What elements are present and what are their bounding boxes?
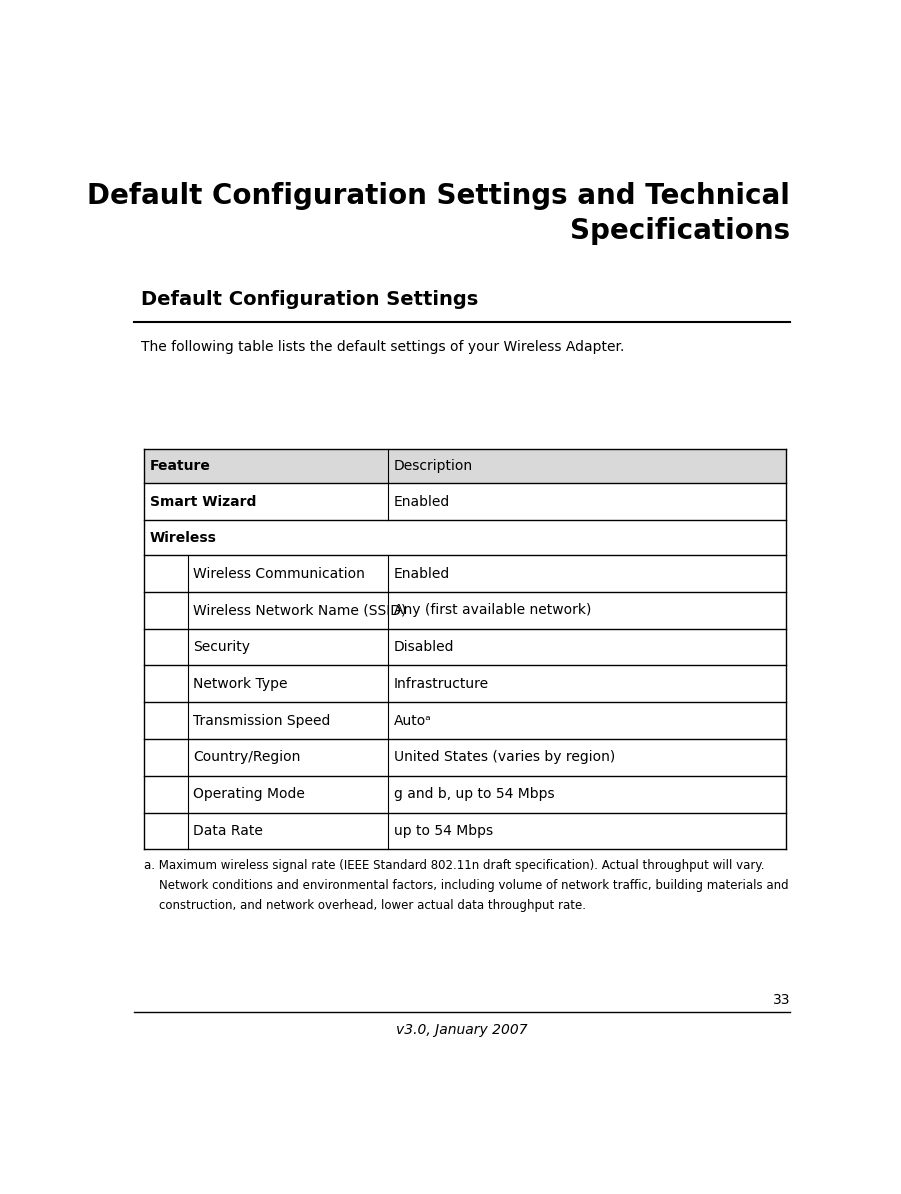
Text: a. Maximum wireless signal rate (IEEE Standard 802.11n draft specification). Act: a. Maximum wireless signal rate (IEEE St… <box>144 858 765 872</box>
Text: Disabled: Disabled <box>394 640 454 654</box>
Text: Wireless Communication: Wireless Communication <box>194 566 365 580</box>
Text: Infrastructure: Infrastructure <box>394 677 489 691</box>
Bar <box>144 739 787 776</box>
Text: v3.0, January 2007: v3.0, January 2007 <box>396 1023 528 1038</box>
Text: Default Configuration Settings and Technical: Default Configuration Settings and Techn… <box>87 181 790 210</box>
Bar <box>144 776 787 813</box>
Bar <box>144 629 787 665</box>
Bar <box>144 449 787 484</box>
Text: 33: 33 <box>772 992 790 1007</box>
Text: Country/Region: Country/Region <box>194 750 301 764</box>
Bar <box>144 665 787 702</box>
Bar <box>144 592 787 629</box>
Bar <box>144 555 787 592</box>
Text: Specifications: Specifications <box>569 217 790 245</box>
Text: The following table lists the default settings of your Wireless Adapter.: The following table lists the default se… <box>141 340 623 355</box>
Text: Description: Description <box>394 458 473 473</box>
Text: Autoᵃ: Autoᵃ <box>394 714 432 727</box>
Text: Wireless: Wireless <box>150 530 216 544</box>
Text: construction, and network overhead, lower actual data throughput rate.: construction, and network overhead, lowe… <box>159 899 587 912</box>
Text: Network Type: Network Type <box>194 677 287 691</box>
Text: Feature: Feature <box>150 458 211 473</box>
Text: United States (varies by region): United States (varies by region) <box>394 750 615 764</box>
Text: Transmission Speed: Transmission Speed <box>194 714 331 727</box>
Text: Any (first available network): Any (first available network) <box>394 603 591 617</box>
Bar <box>144 813 787 849</box>
Text: Security: Security <box>194 640 250 654</box>
Text: Default Configuration Settings: Default Configuration Settings <box>141 290 478 309</box>
Bar <box>144 702 787 739</box>
Text: Data Rate: Data Rate <box>194 824 263 838</box>
Text: Enabled: Enabled <box>394 494 450 509</box>
Text: Smart Wizard: Smart Wizard <box>150 494 256 509</box>
Text: Network conditions and environmental factors, including volume of network traffi: Network conditions and environmental fac… <box>159 879 789 892</box>
Text: up to 54 Mbps: up to 54 Mbps <box>394 824 493 838</box>
Bar <box>144 484 787 521</box>
Text: Enabled: Enabled <box>394 566 450 580</box>
Text: Wireless Network Name (SSID): Wireless Network Name (SSID) <box>194 603 406 617</box>
Bar <box>144 521 787 555</box>
Text: g and b, up to 54 Mbps: g and b, up to 54 Mbps <box>394 787 554 801</box>
Text: Operating Mode: Operating Mode <box>194 787 305 801</box>
